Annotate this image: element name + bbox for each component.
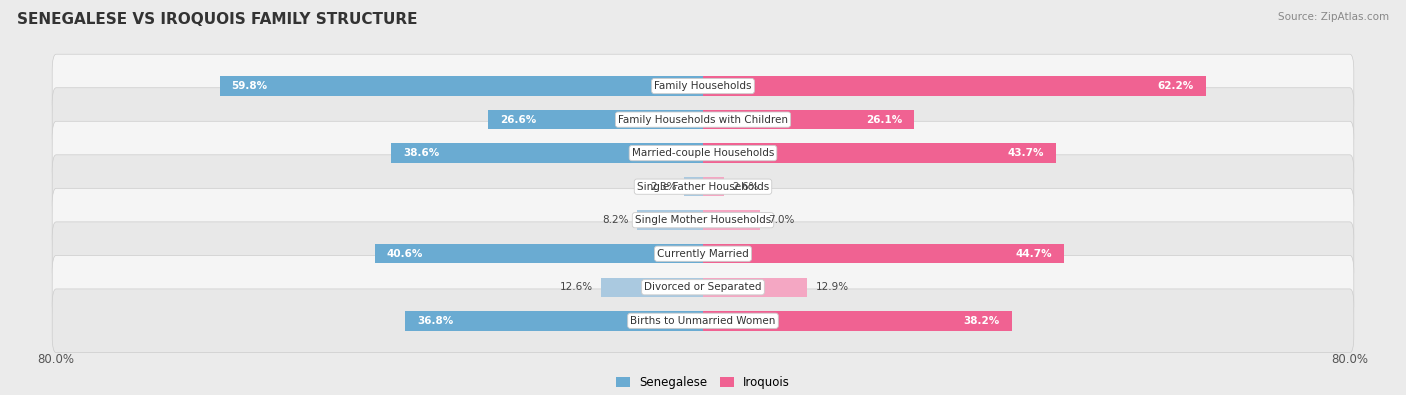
Text: 8.2%: 8.2% [602, 215, 628, 225]
Text: Family Households with Children: Family Households with Children [619, 115, 787, 124]
Bar [703, 244, 1064, 263]
FancyBboxPatch shape [52, 155, 1354, 218]
Text: 59.8%: 59.8% [232, 81, 267, 91]
Bar [602, 278, 703, 297]
Text: Currently Married: Currently Married [657, 249, 749, 259]
Text: Divorced or Separated: Divorced or Separated [644, 282, 762, 292]
Text: 7.0%: 7.0% [768, 215, 794, 225]
Text: 26.6%: 26.6% [501, 115, 536, 124]
Text: 44.7%: 44.7% [1015, 249, 1052, 259]
Text: 26.1%: 26.1% [866, 115, 901, 124]
Bar [488, 110, 703, 129]
Text: Single Father Households: Single Father Households [637, 182, 769, 192]
Bar [703, 311, 1012, 331]
Legend: Senegalese, Iroquois: Senegalese, Iroquois [612, 371, 794, 393]
Bar [637, 211, 703, 230]
Bar [703, 278, 807, 297]
Bar [219, 76, 703, 96]
Text: Births to Unmarried Women: Births to Unmarried Women [630, 316, 776, 326]
Bar [703, 143, 1056, 163]
Text: 62.2%: 62.2% [1157, 81, 1194, 91]
Bar [375, 244, 703, 263]
Text: 12.6%: 12.6% [560, 282, 593, 292]
Text: SENEGALESE VS IROQUOIS FAMILY STRUCTURE: SENEGALESE VS IROQUOIS FAMILY STRUCTURE [17, 12, 418, 27]
FancyBboxPatch shape [52, 289, 1354, 353]
Bar [391, 143, 703, 163]
Text: 40.6%: 40.6% [387, 249, 423, 259]
FancyBboxPatch shape [52, 88, 1354, 151]
Text: 38.6%: 38.6% [404, 148, 439, 158]
Text: 2.3%: 2.3% [650, 182, 676, 192]
Text: Married-couple Households: Married-couple Households [631, 148, 775, 158]
Bar [703, 177, 724, 196]
Text: 36.8%: 36.8% [418, 316, 454, 326]
Bar [703, 76, 1206, 96]
FancyBboxPatch shape [52, 222, 1354, 286]
Bar [405, 311, 703, 331]
FancyBboxPatch shape [52, 188, 1354, 252]
Text: Family Households: Family Households [654, 81, 752, 91]
FancyBboxPatch shape [52, 54, 1354, 118]
Bar [703, 211, 759, 230]
Text: 43.7%: 43.7% [1008, 148, 1045, 158]
FancyBboxPatch shape [52, 256, 1354, 319]
Text: Source: ZipAtlas.com: Source: ZipAtlas.com [1278, 12, 1389, 22]
Bar [703, 110, 914, 129]
Bar [685, 177, 703, 196]
Text: 38.2%: 38.2% [963, 316, 1000, 326]
Text: Single Mother Households: Single Mother Households [636, 215, 770, 225]
FancyBboxPatch shape [52, 121, 1354, 185]
Text: 2.6%: 2.6% [733, 182, 759, 192]
Text: 12.9%: 12.9% [815, 282, 848, 292]
